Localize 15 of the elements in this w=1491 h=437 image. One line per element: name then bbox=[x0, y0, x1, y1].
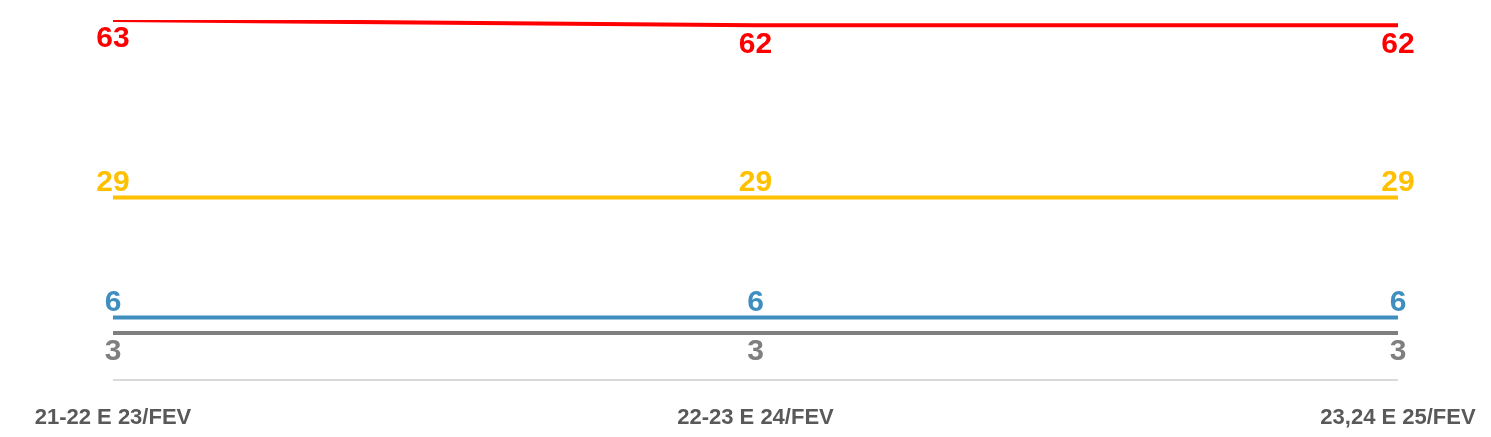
data-label: 62 bbox=[1381, 25, 1415, 59]
data-label: 29 bbox=[738, 164, 773, 198]
data-label: 3 bbox=[747, 333, 764, 367]
data-label: 6 bbox=[104, 284, 122, 318]
data-label: 29 bbox=[96, 164, 130, 198]
data-label: 6 bbox=[1389, 284, 1407, 318]
x-tick-label: 22-23 E 24/FEV bbox=[677, 403, 835, 429]
x-tick-label: 23,24 E 25/FEV bbox=[1320, 403, 1476, 429]
data-label: 63 bbox=[96, 20, 130, 54]
data-label: 3 bbox=[104, 333, 122, 367]
data-label: 3 bbox=[1389, 333, 1407, 367]
data-label: 6 bbox=[747, 284, 764, 318]
x-tick-label: 21-22 E 23/FEV bbox=[34, 403, 192, 429]
data-label: 62 bbox=[738, 25, 773, 59]
data-label: 29 bbox=[1381, 164, 1415, 198]
